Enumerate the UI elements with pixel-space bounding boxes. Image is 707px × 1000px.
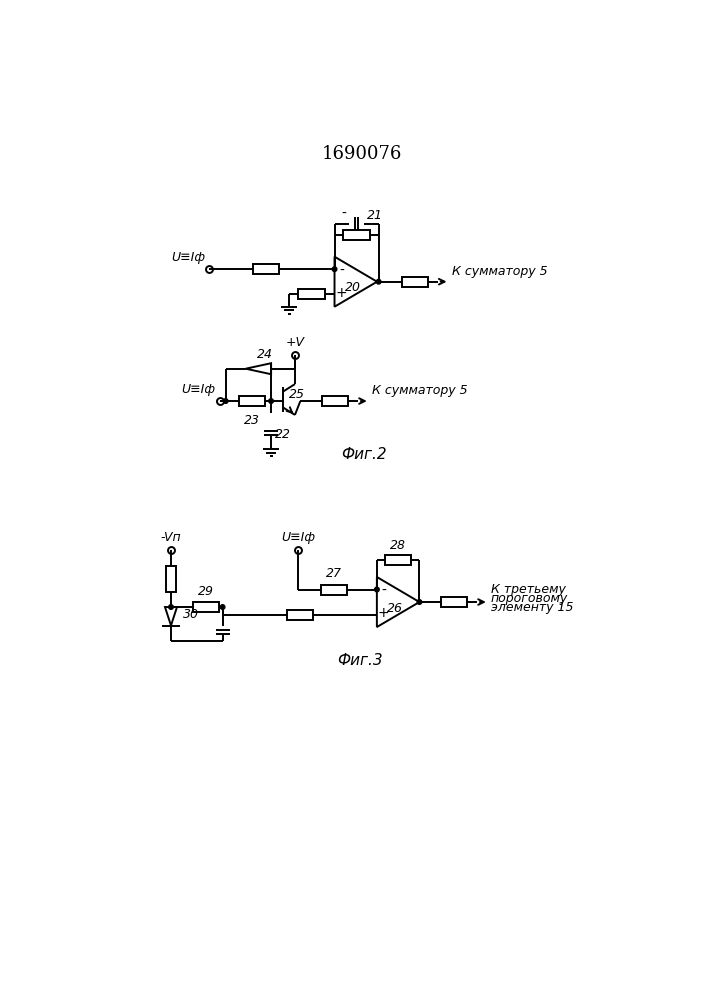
Bar <box>239 396 265 406</box>
Text: 25: 25 <box>288 388 305 401</box>
Text: 21: 21 <box>368 209 383 222</box>
Text: 20: 20 <box>345 281 361 294</box>
Text: +V: +V <box>286 336 305 349</box>
Text: 27: 27 <box>326 567 341 580</box>
Text: 1690076: 1690076 <box>322 145 402 163</box>
Circle shape <box>223 399 228 403</box>
Text: +: + <box>336 286 347 300</box>
Text: -Vп: -Vп <box>160 531 181 544</box>
Circle shape <box>217 399 222 403</box>
Circle shape <box>221 605 225 609</box>
Text: -: - <box>381 584 386 598</box>
Bar <box>286 610 312 620</box>
Text: 28: 28 <box>390 539 406 552</box>
Text: U≡Iф: U≡Iф <box>182 383 216 396</box>
Bar <box>402 277 428 287</box>
Circle shape <box>375 587 379 592</box>
Text: 29: 29 <box>198 585 214 598</box>
Bar <box>253 264 279 274</box>
Text: элементу 15: элементу 15 <box>491 601 573 614</box>
Bar <box>166 566 176 592</box>
Bar <box>322 396 348 406</box>
Bar <box>298 289 325 299</box>
Bar <box>344 230 370 240</box>
Text: Фиг.2: Фиг.2 <box>341 447 386 462</box>
Circle shape <box>376 279 381 284</box>
Bar <box>441 597 467 607</box>
Text: Фиг.3: Фиг.3 <box>337 653 382 668</box>
Text: U≡Iф: U≡Iф <box>172 251 206 264</box>
Bar <box>320 585 346 595</box>
Text: пороговому: пороговому <box>491 592 568 605</box>
Circle shape <box>169 605 173 609</box>
Text: 30: 30 <box>183 608 199 621</box>
Text: К третьему: К третьему <box>491 583 566 596</box>
Bar <box>385 555 411 565</box>
Circle shape <box>417 600 421 604</box>
Text: К сумматору 5: К сумматору 5 <box>372 384 467 397</box>
Circle shape <box>332 267 337 271</box>
Text: 23: 23 <box>244 414 260 427</box>
Text: 24: 24 <box>257 348 272 361</box>
Circle shape <box>269 399 274 403</box>
Bar <box>192 602 218 612</box>
Text: -: - <box>341 207 346 221</box>
Text: 22: 22 <box>275 428 291 441</box>
Text: 26: 26 <box>387 602 403 615</box>
Text: К сумматору 5: К сумматору 5 <box>452 265 547 278</box>
Text: U≡Iф: U≡Iф <box>281 531 315 544</box>
Text: +: + <box>378 606 390 620</box>
Text: -: - <box>339 264 344 278</box>
